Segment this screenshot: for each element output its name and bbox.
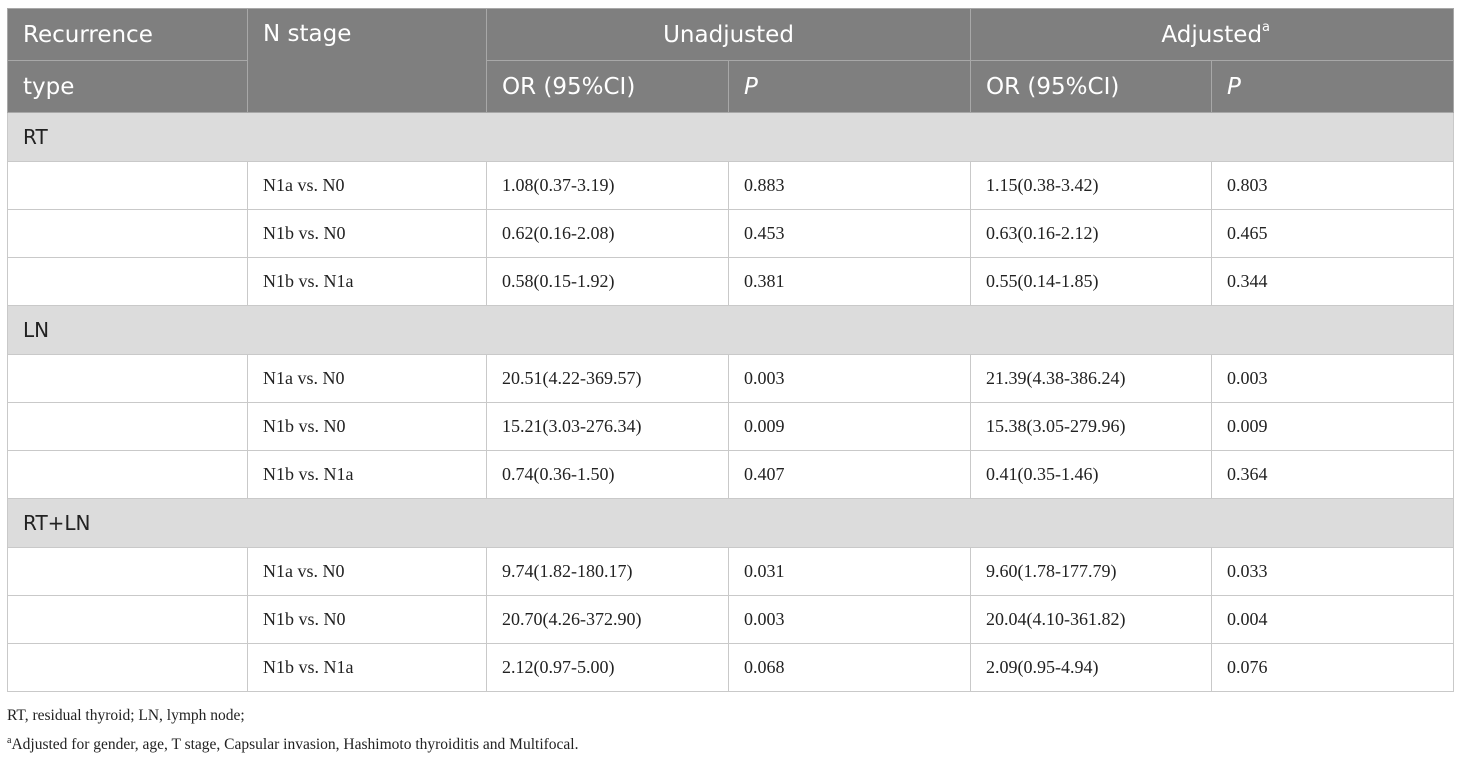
- recurrence-type-cell: [7, 402, 248, 451]
- unadjusted-or-cell: 9.74(1.82-180.17): [486, 547, 729, 596]
- unadjusted-or-cell: 20.70(4.26-372.90): [486, 595, 729, 644]
- header-adjusted-footnote-mark: a: [1262, 19, 1271, 35]
- adjusted-or-cell: 9.60(1.78-177.79): [970, 547, 1213, 596]
- recurrence-type-cell: [7, 257, 248, 306]
- recurrence-type-cell: [7, 450, 248, 499]
- table-row: N1b vs. N1a 0.74(0.36-1.50) 0.407 0.41(0.35…: [7, 450, 1455, 499]
- recurrence-type-cell: [7, 209, 248, 258]
- adjusted-or-cell: 2.09(0.95-4.94): [970, 643, 1213, 692]
- table-row: N1a vs. N0 9.74(1.82-180.17) 0.031 9.60(1.7…: [7, 547, 1455, 596]
- adjusted-or-cell: 1.15(0.38-3.42): [970, 161, 1213, 210]
- unadjusted-p-cell: 0.453: [727, 209, 972, 258]
- footnote-adjusted-text: Adjusted for gender, age, T stage, Capsu…: [11, 736, 579, 754]
- unadjusted-or-cell: 1.08(0.37-3.19): [486, 161, 729, 210]
- n-stage-cell: N1b vs. N0: [247, 209, 487, 258]
- recurrence-type-cell: [7, 595, 248, 644]
- unadjusted-or-cell: 2.12(0.97-5.00): [486, 643, 729, 692]
- table-row: N1a vs. N0 20.51(4.22-369.57) 0.003 21.39(4…: [7, 354, 1455, 403]
- n-stage-cell: N1a vs. N0: [247, 354, 487, 403]
- unadjusted-or-cell: 20.51(4.22-369.57): [486, 354, 729, 403]
- group-label: LN: [6, 305, 1455, 355]
- header-n-stage: N stage: [247, 8, 487, 113]
- table-row: N1b vs. N1a 0.58(0.15-1.92) 0.381 0.55(0.14…: [7, 257, 1455, 306]
- results-table: Recurrence N stage Unadjusted Adjusteda …: [6, 8, 1455, 692]
- table-row: N1b vs. N0 15.21(3.03-276.34) 0.009 15.38(3…: [7, 402, 1455, 451]
- adjusted-p-cell: 0.009: [1211, 402, 1455, 451]
- adjusted-or-cell: 0.63(0.16-2.12): [970, 209, 1213, 258]
- header-recurrence: Recurrence: [7, 8, 248, 61]
- unadjusted-or-cell: 0.62(0.16-2.08): [486, 209, 729, 258]
- results-table-container: Recurrence N stage Unadjusted Adjusteda …: [6, 8, 1455, 692]
- adjusted-p-cell: 0.364: [1211, 450, 1455, 499]
- group-label: RT: [6, 112, 1455, 162]
- n-stage-cell: N1b vs. N1a: [247, 450, 487, 499]
- adjusted-p-cell: 0.003: [1211, 354, 1455, 403]
- adjusted-or-cell: 20.04(4.10-361.82): [970, 595, 1213, 644]
- n-stage-cell: N1b vs. N0: [247, 402, 487, 451]
- n-stage-cell: N1b vs. N1a: [247, 643, 487, 692]
- header-unadjusted: Unadjusted: [485, 8, 972, 61]
- header-adjusted-label: Adjusted: [1161, 21, 1263, 48]
- table-row: N1a vs. N0 1.08(0.37-3.19) 0.883 1.15(0.38-…: [7, 161, 1455, 210]
- footnote-adjusted: aAdjusted for gender, age, T stage, Caps…: [7, 728, 579, 757]
- unadjusted-p-cell: 0.009: [727, 402, 972, 451]
- table-body: RT N1a vs. N0 1.08(0.37-3.19) 0.883 1.15(0.3…: [6, 112, 1455, 692]
- n-stage-cell: N1b vs. N1a: [247, 257, 487, 306]
- adjusted-or-cell: 0.55(0.14-1.85): [970, 257, 1213, 306]
- unadjusted-or-cell: 15.21(3.03-276.34): [486, 402, 729, 451]
- group-row: RT: [6, 112, 1455, 162]
- table-header: Recurrence N stage Unadjusted Adjusteda …: [7, 8, 1455, 113]
- unadjusted-p-cell: 0.003: [727, 595, 972, 644]
- recurrence-type-cell: [7, 161, 248, 210]
- recurrence-type-cell: [7, 354, 248, 403]
- footnote-abbreviations: RT, residual thyroid; LN, lymph node;: [7, 707, 245, 724]
- adjusted-or-cell: 15.38(3.05-279.96): [970, 402, 1213, 451]
- header-adjusted: Adjusteda: [970, 8, 1455, 61]
- unadjusted-or-cell: 0.74(0.36-1.50): [486, 450, 729, 499]
- adjusted-p-cell: 0.344: [1211, 257, 1455, 306]
- n-stage-cell: N1a vs. N0: [247, 161, 487, 210]
- adjusted-p-cell: 0.803: [1211, 161, 1455, 210]
- header-adjusted-or: OR (95%CI): [970, 60, 1213, 113]
- n-stage-cell: N1a vs. N0: [247, 547, 487, 596]
- unadjusted-or-cell: 0.58(0.15-1.92): [486, 257, 729, 306]
- adjusted-p-cell: 0.004: [1211, 595, 1455, 644]
- recurrence-type-cell: [7, 547, 248, 596]
- table-row: N1b vs. N0 0.62(0.16-2.08) 0.453 0.63(0.16-…: [7, 209, 1455, 258]
- header-row-2: type OR (95%CI) P OR (95%CI) P: [7, 60, 1455, 113]
- group-row: LN: [6, 305, 1455, 355]
- table-footnotes: RT, residual thyroid; LN, lymph node; aA…: [7, 703, 579, 757]
- n-stage-cell: N1b vs. N0: [247, 595, 487, 644]
- group-label: RT+LN: [6, 498, 1455, 548]
- header-row-1: Recurrence N stage Unadjusted Adjusteda: [7, 8, 1455, 113]
- unadjusted-p-cell: 0.068: [727, 643, 972, 692]
- unadjusted-p-cell: 0.381: [727, 257, 972, 306]
- header-unadjusted-p: P: [727, 60, 972, 113]
- adjusted-or-cell: 21.39(4.38-386.24): [970, 354, 1213, 403]
- unadjusted-p-cell: 0.407: [727, 450, 972, 499]
- adjusted-p-cell: 0.465: [1211, 209, 1455, 258]
- footnote-adjusted-mark: a: [7, 735, 12, 746]
- adjusted-p-cell: 0.076: [1211, 643, 1455, 692]
- unadjusted-p-cell: 0.883: [727, 161, 972, 210]
- header-adjusted-p: P: [1211, 60, 1455, 113]
- recurrence-type-cell: [7, 643, 248, 692]
- table-row: N1b vs. N0 20.70(4.26-372.90) 0.003 20.04(4…: [7, 595, 1455, 644]
- unadjusted-p-cell: 0.031: [727, 547, 972, 596]
- adjusted-p-cell: 0.033: [1211, 547, 1455, 596]
- table-row: N1b vs. N1a 2.12(0.97-5.00) 0.068 2.09(0.95…: [7, 643, 1455, 692]
- header-unadjusted-or: OR (95%CI): [486, 60, 729, 113]
- group-row: RT+LN: [6, 498, 1455, 548]
- header-type: type: [7, 60, 248, 113]
- adjusted-or-cell: 0.41(0.35-1.46): [970, 450, 1213, 499]
- unadjusted-p-cell: 0.003: [727, 354, 972, 403]
